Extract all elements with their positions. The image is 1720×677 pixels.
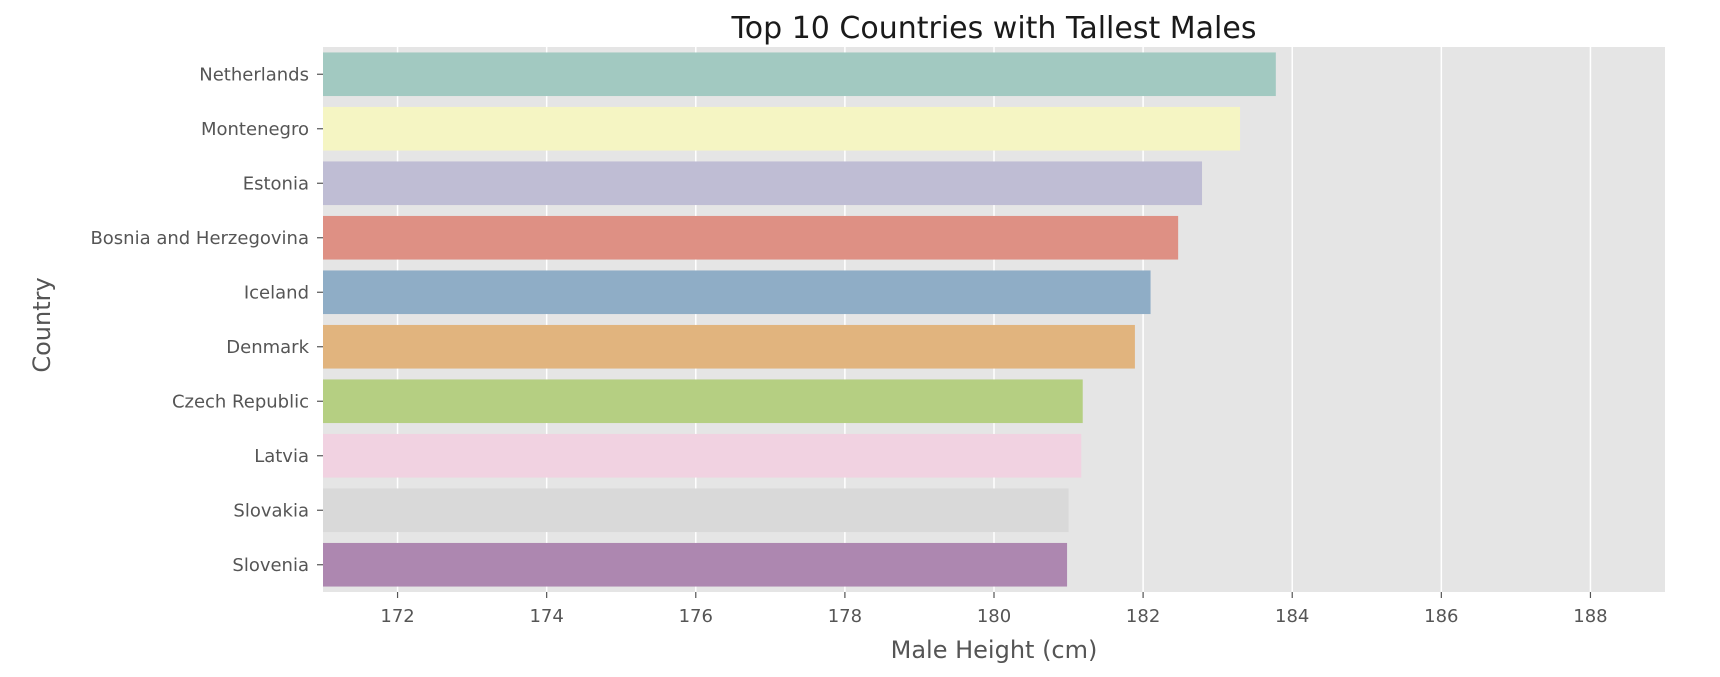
bar (323, 433, 1082, 478)
x-tick-label: 188 (1573, 606, 1607, 627)
y-tick-label: Czech Republic (172, 391, 309, 412)
y-tick-label: Netherlands (199, 64, 309, 85)
x-tick-label: 186 (1424, 606, 1458, 627)
bar (323, 324, 1135, 369)
x-tick-label: 172 (380, 606, 414, 627)
y-tick-label: Estonia (243, 173, 309, 194)
y-tick-label: Slovakia (233, 500, 309, 521)
bar (323, 379, 1083, 424)
bar (323, 106, 1241, 151)
x-tick-label: 182 (1126, 606, 1160, 627)
x-axis-ticks: 172 174 176 178 180 182 184 186 188 (380, 592, 1608, 627)
chart-title: Top 10 Countries with Tallest Males (731, 11, 1257, 46)
bars (323, 52, 1276, 587)
y-tick-label: Denmark (226, 337, 309, 358)
y-tick-label: Slovenia (232, 555, 309, 576)
x-axis-label: Male Height (cm) (891, 636, 1098, 664)
bar (323, 161, 1203, 206)
bar (323, 215, 1179, 260)
y-tick-label: Iceland (244, 282, 309, 303)
x-tick-label: 174 (529, 606, 563, 627)
x-tick-label: 180 (977, 606, 1011, 627)
x-tick-label: 176 (679, 606, 713, 627)
y-tick-label: Bosnia and Herzegovina (90, 228, 309, 249)
bar (323, 52, 1276, 97)
x-tick-label: 178 (828, 606, 862, 627)
y-axis-label: Country (28, 277, 56, 372)
y-tick-label: Latvia (254, 446, 309, 467)
x-tick-label: 184 (1275, 606, 1309, 627)
bar (323, 270, 1151, 315)
y-tick-label: Montenegro (201, 119, 309, 140)
bar (323, 542, 1068, 587)
bar (323, 488, 1069, 533)
y-axis-ticks: Netherlands Montenegro Estonia Bosnia and H… (90, 64, 323, 576)
